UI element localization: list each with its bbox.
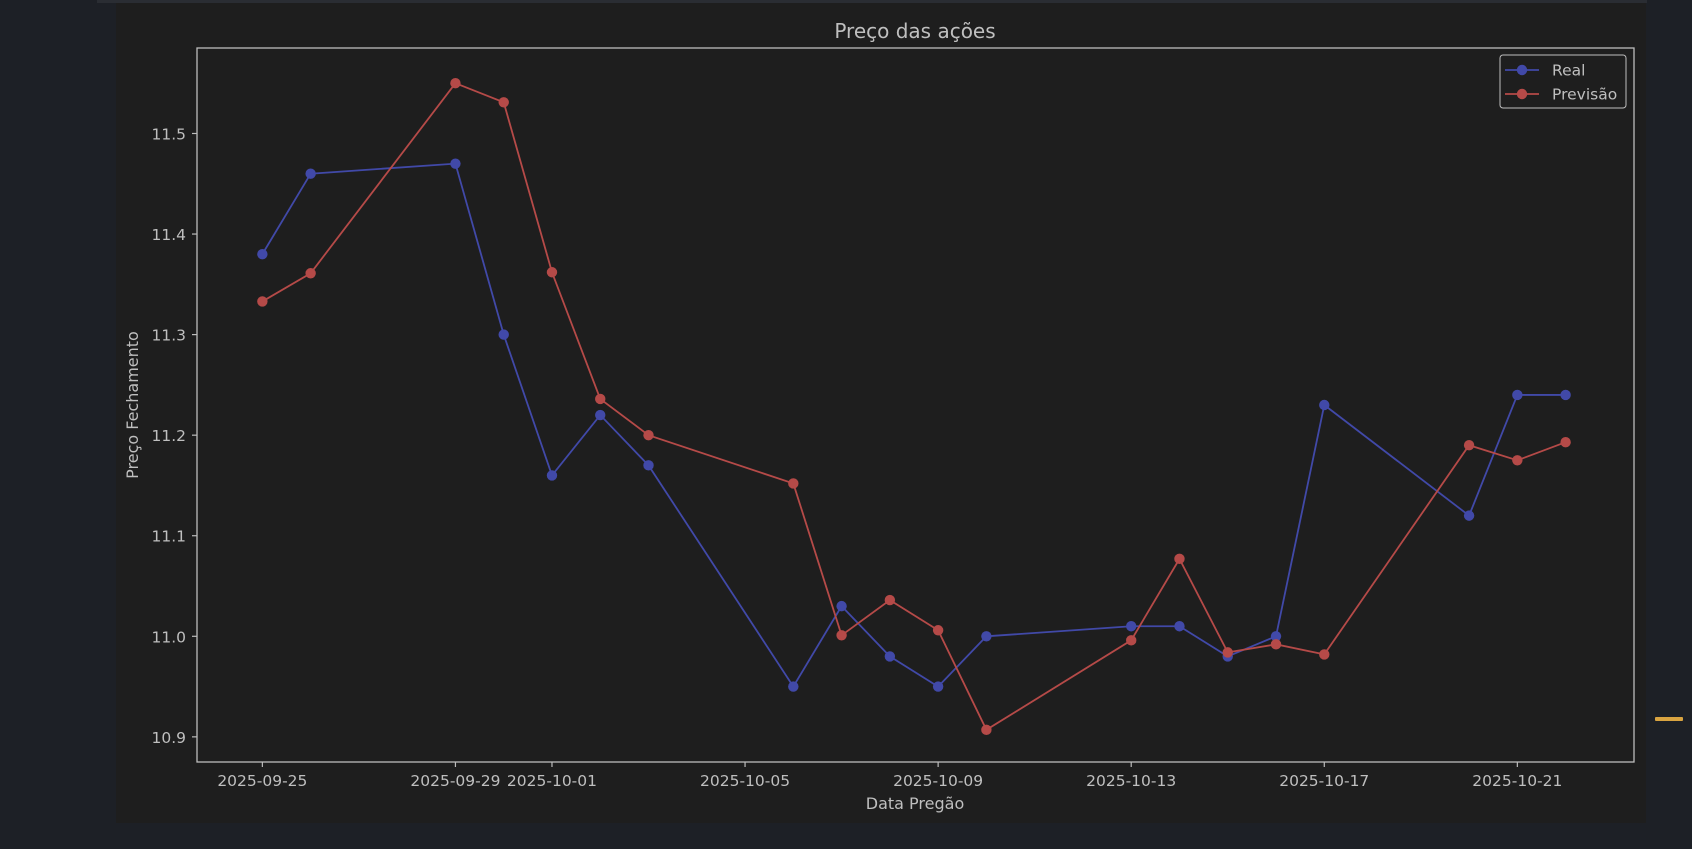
data-point [595, 409, 606, 421]
y-tick-label: 11.2 [151, 427, 186, 445]
data-point [1463, 510, 1475, 521]
y-tick-label: 11.5 [151, 125, 186, 143]
data-point [546, 470, 558, 481]
x-tick-label: 2025-09-29 [410, 772, 500, 790]
scroll-marker [1655, 717, 1683, 721]
data-point [450, 158, 461, 169]
data-point [1319, 649, 1330, 660]
data-point [257, 248, 268, 260]
legend-marker [1516, 64, 1528, 76]
data-point [1560, 389, 1571, 401]
data-point [1512, 389, 1523, 401]
data-point [305, 268, 316, 279]
series-real [257, 158, 1571, 692]
x-tick-label: 2025-10-17 [1279, 772, 1369, 790]
x-axis-label: Data Pregão [866, 794, 964, 813]
data-point [1270, 639, 1282, 650]
data-point [1270, 631, 1282, 642]
legend-label: Previsão [1552, 86, 1617, 104]
data-point [305, 168, 316, 179]
series-lines [257, 77, 1571, 736]
data-point [788, 681, 799, 692]
data-point [1560, 437, 1571, 448]
data-point [884, 594, 896, 606]
chart-title: Preço das ações [834, 19, 995, 43]
data-point [884, 651, 896, 662]
data-point [1222, 647, 1233, 658]
data-point [788, 478, 799, 489]
y-tick-label: 10.9 [151, 729, 186, 747]
y-tick-label: 11.1 [151, 528, 186, 546]
x-tick-label: 2025-10-01 [507, 772, 597, 790]
y-tick-label: 11.0 [151, 628, 186, 646]
data-point [836, 630, 847, 641]
legend-label: Real [1552, 62, 1585, 80]
data-point [932, 625, 944, 636]
data-point [932, 681, 944, 692]
data-point [1174, 621, 1185, 632]
series-line [261, 162, 1566, 689]
data-point [498, 329, 509, 340]
legend-marker [1516, 88, 1528, 100]
data-point [643, 429, 654, 441]
data-point [981, 724, 992, 736]
top-border [97, 0, 1647, 3]
y-tick-label: 11.4 [151, 226, 186, 244]
x-tick-label: 2025-10-21 [1472, 772, 1562, 790]
plot-area [196, 47, 1635, 763]
series-line [261, 82, 1566, 732]
legend: Real Previsão [1499, 54, 1627, 109]
x-tick-label: 2025-10-05 [700, 772, 790, 790]
data-point [836, 600, 847, 612]
data-point [257, 296, 268, 307]
data-point [546, 267, 558, 278]
x-tick-label: 2025-10-09 [893, 772, 983, 790]
data-point [1174, 553, 1185, 565]
data-point [498, 97, 509, 108]
data-point [1126, 635, 1137, 646]
data-point [450, 77, 461, 89]
x-tick-label: 2025-10-13 [1086, 772, 1176, 790]
data-point [1463, 440, 1475, 451]
series-previsao [257, 77, 1571, 736]
data-point [981, 631, 992, 642]
data-point [643, 460, 654, 471]
y-tick-label: 11.3 [151, 327, 186, 345]
axis-ticks: 10.9 11.0 11.1 11.2 11.3 11.4 11.5 2025-09-25 20… [151, 125, 1562, 790]
data-point [1512, 455, 1523, 466]
data-point [595, 393, 606, 405]
y-axis-label: Preço Fechamento [123, 331, 142, 479]
x-tick-label: 2025-09-25 [217, 772, 307, 790]
data-point [1319, 399, 1330, 411]
data-point [1126, 621, 1137, 632]
